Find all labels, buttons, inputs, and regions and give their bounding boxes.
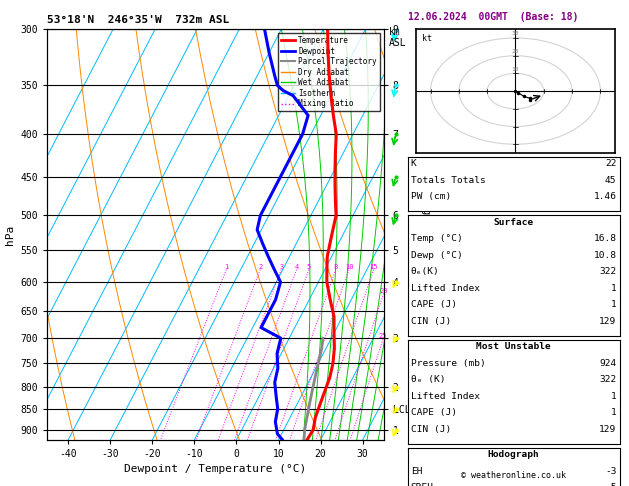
Text: θₑ(K): θₑ(K): [411, 267, 440, 277]
Text: CAPE (J): CAPE (J): [411, 300, 457, 310]
Text: 1: 1: [224, 263, 228, 270]
Text: 3: 3: [279, 263, 283, 270]
Text: CIN (J): CIN (J): [411, 317, 451, 326]
Text: 53°18'N  246°35'W  732m ASL: 53°18'N 246°35'W 732m ASL: [47, 15, 230, 25]
Text: θₑ (K): θₑ (K): [411, 375, 445, 384]
Text: Lifted Index: Lifted Index: [411, 284, 480, 293]
Text: 1: 1: [611, 408, 616, 417]
Text: Dewp (°C): Dewp (°C): [411, 251, 462, 260]
Text: 1: 1: [611, 284, 616, 293]
Text: 322: 322: [599, 375, 616, 384]
Text: km
ASL: km ASL: [389, 27, 406, 48]
Text: 15: 15: [369, 263, 378, 270]
Text: 10.8: 10.8: [593, 251, 616, 260]
Text: Totals Totals: Totals Totals: [411, 176, 486, 185]
Text: 322: 322: [599, 267, 616, 277]
Text: -5: -5: [605, 483, 616, 486]
Text: 1: 1: [611, 392, 616, 401]
Text: Most Unstable: Most Unstable: [476, 342, 551, 351]
Text: 924: 924: [599, 359, 616, 368]
Legend: Temperature, Dewpoint, Parcel Trajectory, Dry Adiabat, Wet Adiabat, Isotherm, Mi: Temperature, Dewpoint, Parcel Trajectory…: [278, 33, 380, 111]
Text: 129: 129: [599, 317, 616, 326]
Text: 5: 5: [307, 263, 311, 270]
Text: Surface: Surface: [494, 218, 533, 227]
Y-axis label: hPa: hPa: [5, 225, 15, 244]
Text: -3: -3: [605, 467, 616, 476]
Text: 1: 1: [611, 300, 616, 310]
Text: Hodograph: Hodograph: [487, 450, 540, 459]
Text: CAPE (J): CAPE (J): [411, 408, 457, 417]
Text: 20: 20: [379, 288, 388, 294]
Text: 20: 20: [512, 49, 519, 54]
Text: 10: 10: [512, 67, 519, 71]
Text: kt: kt: [422, 35, 432, 43]
Text: 4: 4: [294, 263, 299, 270]
Text: Pressure (mb): Pressure (mb): [411, 359, 486, 368]
Text: 16.8: 16.8: [593, 234, 616, 243]
Text: EH: EH: [411, 467, 422, 476]
Text: 10: 10: [345, 263, 353, 270]
Text: 129: 129: [599, 425, 616, 434]
Text: SREH: SREH: [411, 483, 434, 486]
Text: 12.06.2024  00GMT  (Base: 18): 12.06.2024 00GMT (Base: 18): [408, 12, 578, 22]
Text: 22: 22: [605, 159, 616, 169]
Text: Lifted Index: Lifted Index: [411, 392, 480, 401]
Text: CIN (J): CIN (J): [411, 425, 451, 434]
Text: 8: 8: [333, 263, 338, 270]
Text: PW (cm): PW (cm): [411, 192, 451, 202]
Text: © weatheronline.co.uk: © weatheronline.co.uk: [461, 471, 566, 480]
X-axis label: Dewpoint / Temperature (°C): Dewpoint / Temperature (°C): [125, 465, 306, 474]
Text: 2: 2: [258, 263, 262, 270]
Text: 45: 45: [605, 176, 616, 185]
Text: 25: 25: [379, 333, 387, 339]
Y-axis label: Mixing Ratio (g/kg): Mixing Ratio (g/kg): [421, 179, 431, 290]
Text: 1.46: 1.46: [593, 192, 616, 202]
Text: K: K: [411, 159, 416, 169]
Text: 30: 30: [512, 31, 519, 36]
Text: Temp (°C): Temp (°C): [411, 234, 462, 243]
